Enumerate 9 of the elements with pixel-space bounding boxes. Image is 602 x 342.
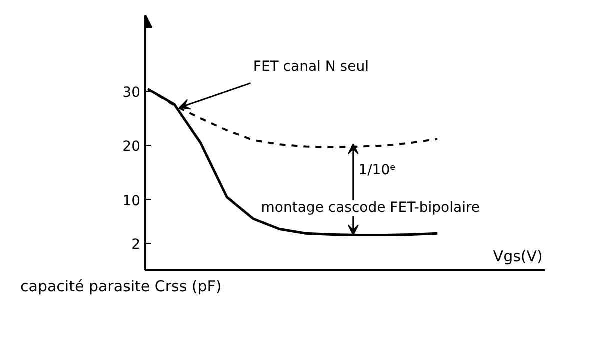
annotation: FET canal N seul <box>253 59 369 76</box>
y-tick-label: 10 <box>122 193 141 210</box>
y-axis-title: capacité parasite Crss (pF) <box>20 278 222 296</box>
annotation: 1/10ᵉ <box>358 162 396 178</box>
y-tick-label: 30 <box>122 84 141 101</box>
annotation: montage cascode FET-bipolaire <box>261 200 480 216</box>
x-axis-title: Vgs(V) <box>493 248 543 266</box>
y-tick-label: 20 <box>122 139 141 156</box>
y-tick-label: 2 <box>132 236 141 253</box>
